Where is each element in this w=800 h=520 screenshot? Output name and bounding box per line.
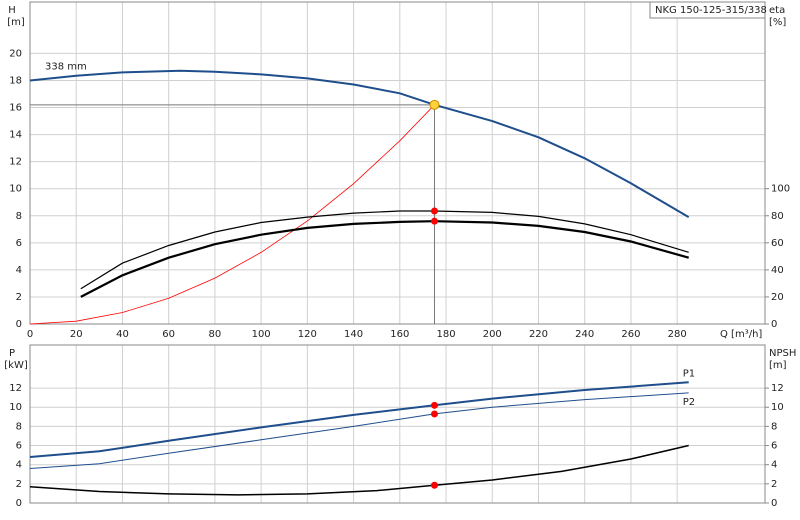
y-tick-label: 14	[9, 130, 22, 141]
y-tick-label: 12	[9, 383, 22, 394]
x-tick-label: 80	[209, 329, 222, 340]
series-label: 338 mm	[45, 61, 87, 72]
x-tick-label: 140	[344, 329, 363, 340]
y2-axis-unit: [%]	[769, 17, 786, 28]
x-tick-label: 40	[116, 329, 129, 340]
y-tick-label: 12	[9, 157, 22, 168]
y2-tick-label: 60	[771, 238, 784, 249]
series-label: P1	[683, 368, 695, 379]
plot-frame	[29, 1, 766, 325]
operating-point	[430, 481, 438, 489]
plot-frame	[29, 344, 766, 504]
curve	[29, 444, 689, 496]
y-tick-label: 10	[9, 402, 22, 413]
y-tick-label: 4	[16, 265, 22, 276]
y2-tick-label: 20	[771, 292, 784, 303]
curve	[29, 69, 690, 218]
x-tick-label: 180	[436, 329, 455, 340]
x-tick-label: 20	[70, 329, 83, 340]
y2-tick-label: 80	[771, 211, 784, 222]
x-tick-label: 0	[27, 329, 33, 340]
chart: 0 20 40 60 80 100 120 140 160 180 200 220 240 260 2800…	[7, 1, 790, 340]
x-tick-label: 160	[390, 329, 409, 340]
curve	[80, 210, 689, 290]
operating-point	[430, 401, 438, 409]
chart-title: NKG 150-125-315/338	[655, 5, 767, 16]
y-axis-label: H	[8, 5, 16, 16]
y2-tick-label: 100	[771, 184, 790, 195]
y-axis-unit: [m]	[7, 17, 25, 28]
y2-tick-label: 6	[771, 441, 777, 452]
y-tick-label: 8	[16, 211, 22, 222]
y2-tick-label: 12	[771, 383, 784, 394]
y2-tick-label: 10	[771, 402, 784, 413]
curve	[29, 381, 689, 458]
y2-axis-label: eta	[769, 5, 785, 16]
y-tick-label: 10	[9, 184, 22, 195]
y2-tick-label: 2	[771, 479, 777, 490]
x-tick-label: 100	[252, 329, 271, 340]
y-axis-label: P	[9, 348, 15, 359]
y-tick-label: 2	[16, 479, 22, 490]
x-tick-label: 200	[483, 329, 502, 340]
x-tick-label: 260	[621, 329, 640, 340]
y2-axis-label: NPSH	[769, 348, 796, 359]
operating-point	[430, 410, 438, 418]
y2-tick-label: 4	[771, 460, 777, 471]
y2-tick-label: 8	[771, 421, 777, 432]
y-tick-label: 0	[16, 319, 22, 330]
operating-point	[430, 207, 438, 215]
y2-axis-unit: [m]	[769, 360, 787, 371]
x-tick-label: 60	[162, 329, 175, 340]
curve	[29, 392, 689, 469]
y-tick-label: 4	[16, 460, 22, 471]
y2-tick-label: 40	[771, 265, 784, 276]
y-tick-label: 6	[16, 238, 22, 249]
chart: 0 2 4 6 8 10 12 0 2 4 6 8 10 12 P[kW] NPSH[m] P1 P2	[4, 344, 796, 509]
curve	[80, 220, 689, 298]
y-tick-label: 8	[16, 421, 22, 432]
x-tick-label: 120	[298, 329, 317, 340]
x-axis-label: Q [m³/h]	[720, 329, 762, 340]
y-tick-label: 2	[16, 292, 22, 303]
operating-point	[429, 99, 440, 110]
y-tick-label: 20	[9, 48, 22, 59]
y-tick-label: 6	[16, 441, 22, 452]
title-box	[649, 1, 766, 19]
y-tick-label: 16	[9, 103, 22, 114]
series-label: P2	[683, 397, 695, 408]
y-axis-unit: [kW]	[4, 360, 28, 371]
x-tick-label: 240	[575, 329, 594, 340]
y2-tick-label: 0	[771, 498, 777, 509]
x-tick-label: 280	[668, 329, 687, 340]
operating-point	[430, 217, 438, 225]
curve	[29, 104, 435, 325]
y2-tick-label: 0	[771, 319, 777, 330]
x-tick-label: 220	[529, 329, 548, 340]
y-tick-label: 18	[9, 75, 22, 86]
y-tick-label: 0	[16, 498, 22, 509]
